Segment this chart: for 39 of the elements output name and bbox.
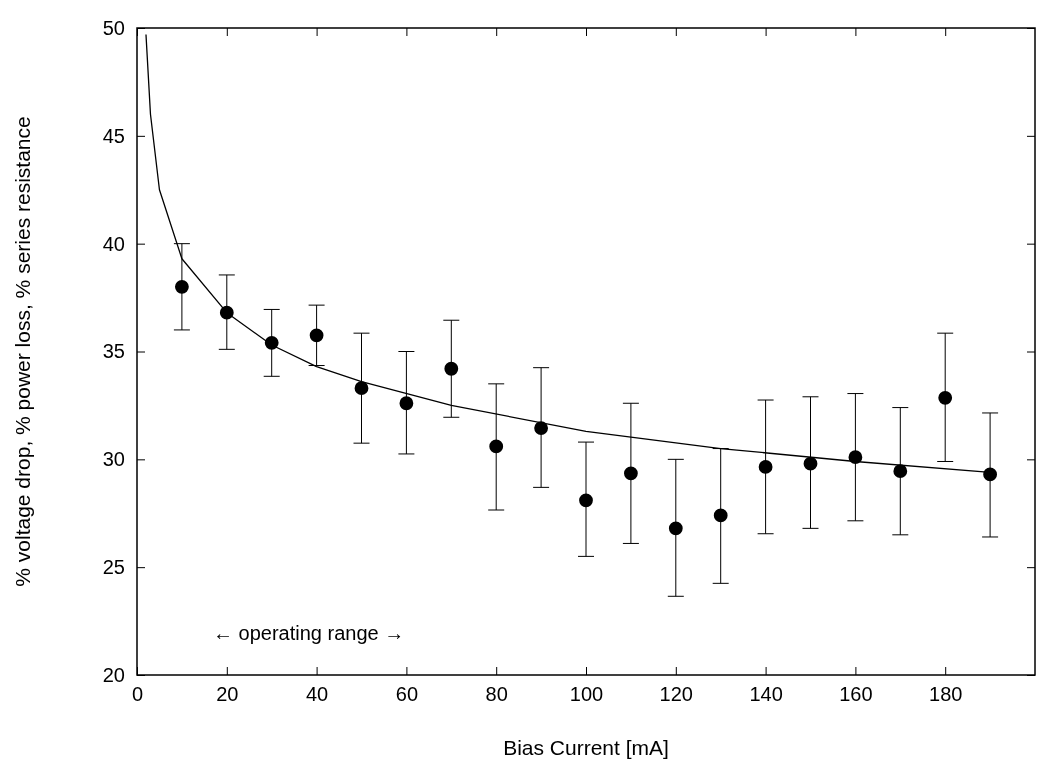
point [803,456,818,471]
x-tick-label: 120 [659,683,693,706]
y-tick-label: 35 [102,340,125,363]
point [309,328,324,343]
point [264,335,279,350]
x-tick-label: 0 [131,683,144,706]
annotation: ← operating range → [213,622,405,645]
y-tick-label: 45 [102,124,125,147]
y-tick-label: 20 [102,663,125,686]
y-axis-title: % voltage drop, % power loss, % series resistance [11,116,34,587]
x-tick-label: 60 [395,683,419,706]
x-tick-label: 40 [305,683,329,706]
point [668,521,683,536]
x-tick-label: 100 [569,683,604,706]
point [938,390,953,405]
point [848,450,863,465]
y-tick-label: 40 [102,232,125,255]
point [354,381,369,396]
y-tick-label: 25 [102,556,125,579]
x-tick-label: 140 [749,683,783,706]
point [174,279,189,294]
x-tick-label: 160 [839,683,873,706]
point [444,361,459,376]
x-tick-label: 80 [485,683,508,706]
x-axis-title: Bias Current [mA] [503,736,669,759]
x-tick-label: 180 [929,683,963,706]
y-tick-label: 50 [102,16,125,39]
point [399,396,414,411]
point [983,467,998,482]
point [219,305,234,320]
point [534,421,549,435]
point [579,493,593,508]
point [623,466,638,481]
point [758,459,773,474]
point [893,464,908,479]
point [713,508,728,523]
y-tick-label: 30 [102,448,125,471]
x-tick-label: 20 [216,683,239,706]
point [489,439,504,454]
